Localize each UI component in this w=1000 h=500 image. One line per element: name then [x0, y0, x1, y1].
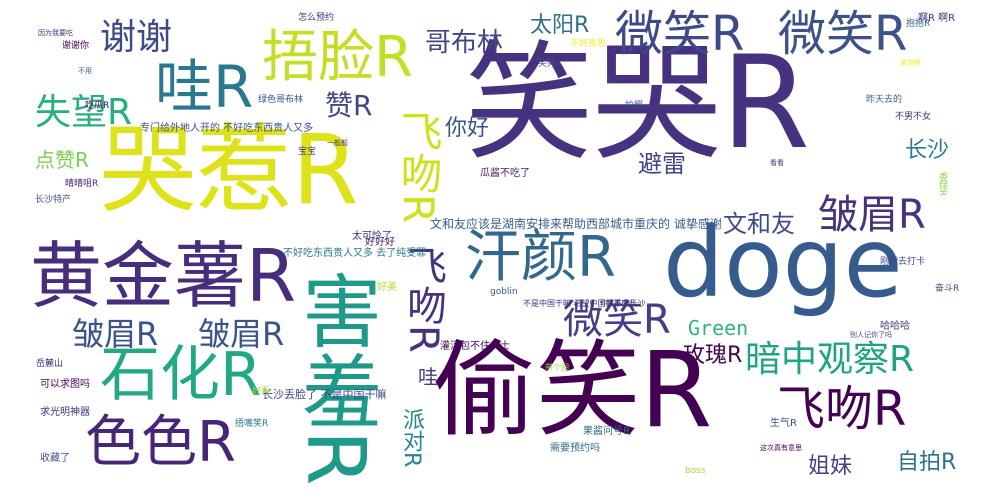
word: 带个图	[545, 363, 569, 372]
word: 拍照	[625, 101, 644, 111]
word: 暗中观察R	[745, 339, 915, 380]
word: 捂脸R	[262, 25, 413, 90]
word: 太可怜了	[352, 231, 392, 242]
word: 捂嘴笑R	[235, 419, 269, 429]
word: 长沙	[905, 138, 950, 163]
word: 专门给外地人开的 不好吃东西贵人又多	[140, 123, 314, 134]
word: 怎么预约	[298, 13, 335, 23]
word: 失望R	[35, 92, 133, 133]
word: 自拍R	[897, 450, 957, 475]
word: 黄金薯R	[30, 234, 297, 318]
word: boss	[685, 466, 706, 476]
word: 昨天去的	[866, 95, 903, 105]
word: 谢谢	[100, 17, 173, 58]
word: 委屈R	[937, 172, 947, 197]
word: 求攻略	[900, 59, 921, 67]
word: 笑死	[538, 59, 557, 69]
word: 避雷	[638, 150, 686, 178]
word: 岳麓山	[36, 359, 64, 369]
word: 文和友	[723, 210, 795, 238]
word: goblin	[490, 287, 518, 297]
word: 晴晴咀R	[65, 179, 99, 189]
word: 长沙丢脸了 不是中国干嘛	[262, 388, 387, 401]
word: 哇	[418, 365, 438, 389]
word: 笑哭R	[465, 29, 810, 178]
word: 派对R	[399, 408, 424, 468]
word: 飞吻R	[777, 381, 907, 437]
word: 长沙特产	[35, 195, 72, 205]
word: 不男不女	[895, 112, 932, 122]
word: 吃瓜R	[85, 101, 110, 111]
word: 文和友应该是湖南安排来帮助西部城市重庆的 诚挚感谢	[430, 217, 722, 231]
word: 石化R	[100, 340, 262, 410]
word: 谢谢你	[62, 41, 90, 51]
word: 刚刚去打卡	[880, 257, 926, 267]
word: doge	[663, 207, 903, 319]
word: 微笑R	[563, 297, 671, 343]
word: 微笑R	[778, 6, 908, 62]
word: 奋斗R	[935, 284, 960, 294]
word: Green	[688, 316, 749, 340]
word: 好好好	[365, 237, 395, 248]
word: 色色R	[85, 410, 236, 475]
word: 看看	[770, 159, 784, 167]
word: 好看	[252, 387, 271, 397]
word: 汗颜R	[465, 225, 616, 290]
word: 别人记你了吗	[850, 331, 892, 339]
word: 飞吻R	[394, 110, 443, 224]
word: 你是魔鬼吗	[600, 299, 635, 307]
word: 需要预约吗	[550, 443, 600, 454]
word: 求光明神器	[40, 407, 90, 418]
word: 不好意思	[570, 39, 607, 49]
word: 一般般	[327, 139, 348, 147]
word: 这次真有意思	[760, 444, 802, 452]
word: 飞吻R	[400, 245, 446, 353]
word: 灌汤包不住女士	[440, 341, 510, 352]
word: 哇R	[155, 53, 254, 121]
word: 不好吃东西贵人又多 去了纯受罪	[283, 248, 427, 259]
word: 微笑R	[615, 6, 745, 62]
word: 抱抱R	[906, 19, 931, 29]
word: 太阳R	[530, 13, 590, 38]
word: 皱眉R	[72, 315, 159, 353]
word: 玫瑰R	[683, 343, 743, 368]
word: 果酱问号R	[583, 426, 630, 437]
word: 哥布林	[425, 28, 504, 58]
word: 偷笑R	[432, 329, 713, 451]
word: 皱眉R	[198, 315, 285, 353]
word: 宝宝	[298, 147, 317, 157]
word: 点赞R	[35, 148, 89, 172]
word: 哈哈哈	[880, 321, 910, 332]
word: 不是中国干嘛 希望中国都不去长沙	[523, 299, 646, 308]
word: 可以求图吗	[40, 379, 90, 390]
word: 因为我要吃	[38, 29, 73, 37]
word: 瓜酱不吃了	[480, 168, 530, 179]
word: 收藏了	[40, 453, 70, 464]
word: 皱眉R	[818, 192, 926, 238]
word: 害羞R	[289, 270, 382, 486]
word: 啊R 啊R	[918, 13, 956, 24]
word: 赞R	[325, 89, 373, 122]
word: 你好	[445, 116, 490, 141]
word: 绿色哥布林	[258, 95, 304, 105]
word: 哭惹R	[100, 114, 359, 226]
word: 生气R	[770, 418, 797, 429]
word: 姐妹	[808, 454, 853, 479]
word: 不用	[78, 67, 92, 75]
word: 好美	[377, 282, 397, 293]
